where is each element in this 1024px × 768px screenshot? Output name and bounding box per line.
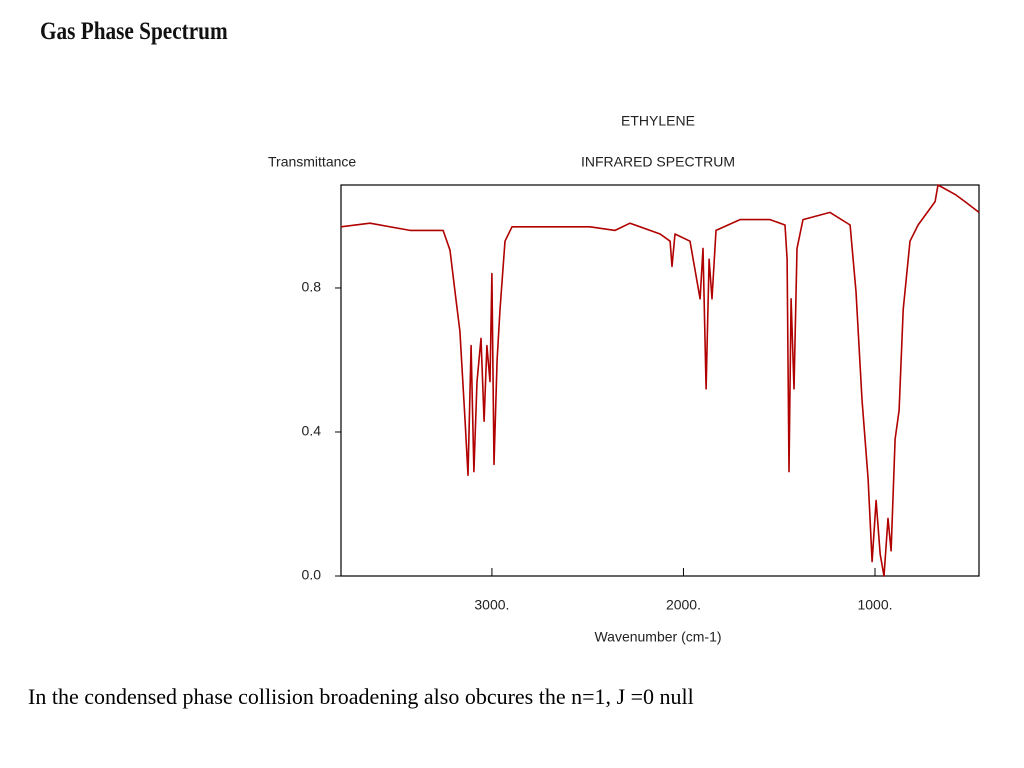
plot-frame [340, 184, 980, 577]
chart-title: ETHYLENE [621, 113, 695, 129]
spectrum-line [340, 184, 980, 577]
chart-subtitle: INFRARED SPECTRUM [581, 154, 735, 170]
y-axis-label: Transmittance [268, 154, 356, 170]
x-tick-label: 2000. [666, 597, 701, 613]
x-axis-label: Wavenumber (cm-1) [594, 629, 721, 645]
slide-title: Gas Phase Spectrum [40, 18, 228, 45]
y-tick-label: 0.4 [302, 423, 322, 439]
y-tick-label: 0.8 [302, 279, 322, 295]
chart: ETHYLENE INFRARED SPECTRUM Transmittance… [268, 113, 980, 645]
y-tick-label: 0.0 [302, 567, 322, 583]
x-tick-label: 3000. [474, 597, 509, 613]
caption: In the condensed phase collision broaden… [28, 684, 694, 709]
x-tick-label: 1000. [857, 597, 892, 613]
